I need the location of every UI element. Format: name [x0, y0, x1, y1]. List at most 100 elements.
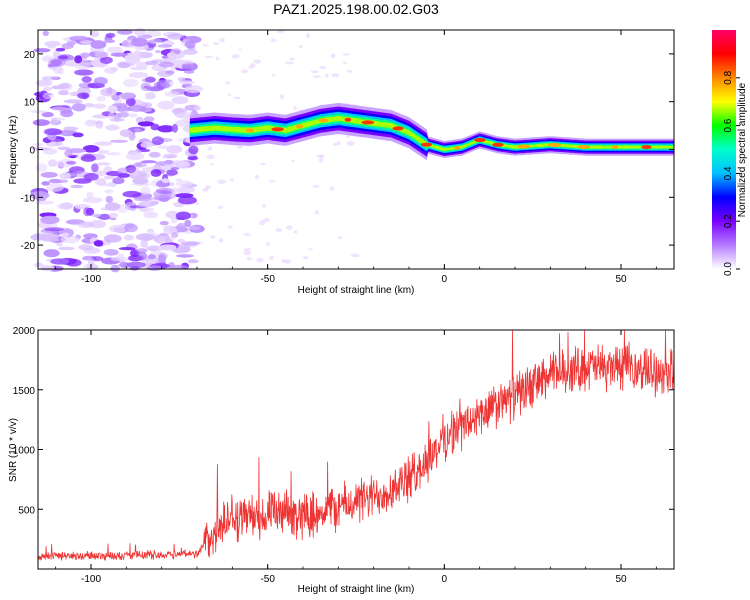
noise-blob	[110, 52, 128, 57]
noise-blob	[93, 77, 108, 85]
noise-blob	[253, 59, 262, 64]
noise-blob	[319, 66, 327, 69]
ridge-hotspot	[577, 145, 590, 149]
noise-blob	[109, 224, 129, 233]
noise-blob	[112, 177, 125, 185]
noise-blob	[57, 90, 70, 96]
snr-panel: -100 -50 0 50 500 1000 1500 2000 Height of stra…	[8, 326, 675, 595]
noise-blob	[243, 250, 252, 256]
noise-blob	[277, 29, 284, 34]
noise-blob	[86, 191, 94, 199]
ridge-hotspot	[271, 127, 284, 132]
noise-blob	[82, 145, 100, 153]
spectrogram-xtick-label: 0	[442, 274, 448, 285]
noise-blob	[184, 40, 196, 49]
noise-blob	[228, 225, 233, 229]
noise-blob	[98, 213, 111, 220]
noise-blob	[104, 189, 114, 194]
noise-blob	[262, 218, 271, 223]
noise-blob	[57, 203, 73, 210]
noise-blob	[135, 233, 155, 241]
ridge-hotspot	[453, 145, 461, 150]
noise-blob	[154, 49, 162, 54]
noise-blob	[157, 125, 175, 133]
noise-blob	[42, 238, 60, 242]
noise-blob	[165, 210, 180, 219]
noise-blob	[164, 91, 180, 97]
noise-blob	[65, 161, 77, 165]
noise-blob	[59, 172, 71, 180]
spectrogram-signal-ridge	[189, 102, 674, 161]
noise-blob	[131, 37, 149, 47]
noise-blob	[286, 225, 293, 231]
spectrogram-noise-blobs	[29, 27, 360, 273]
noise-blob	[153, 81, 171, 89]
noise-blob	[74, 55, 83, 64]
noise-blob	[47, 159, 58, 167]
noise-blob	[133, 27, 146, 37]
noise-blob	[230, 178, 234, 182]
noise-blob	[117, 173, 130, 178]
noise-blob	[133, 105, 144, 109]
noise-blob	[175, 180, 193, 188]
noise-blob	[51, 117, 66, 121]
noise-blob	[315, 154, 325, 158]
spectrogram-ytick-label: 10	[24, 98, 36, 109]
noise-blob	[140, 186, 151, 196]
noise-blob	[40, 215, 60, 225]
noise-blob	[105, 124, 120, 131]
noise-blob	[318, 157, 324, 163]
noise-blob	[133, 162, 148, 168]
noise-blob	[187, 225, 201, 231]
noise-blob	[293, 230, 298, 234]
noise-blob	[95, 120, 104, 129]
noise-blob	[44, 227, 65, 232]
ridge-hotspot	[641, 145, 652, 150]
noise-blob	[118, 111, 130, 118]
noise-blob	[347, 141, 355, 146]
snr-ytick-label: 500	[18, 505, 35, 516]
noise-blob	[158, 254, 167, 264]
spectrogram-ytick-label: 0	[29, 146, 35, 157]
noise-blob	[218, 205, 223, 210]
noise-blob	[105, 195, 114, 203]
colorbar-tick-label: 0.2	[723, 214, 734, 228]
ridge-hotspot	[295, 124, 304, 129]
noise-blob	[145, 60, 159, 66]
noise-blob	[117, 62, 131, 69]
noise-blob	[40, 171, 58, 178]
colorbar-tick-label: 0.6	[723, 118, 734, 132]
noise-blob	[103, 234, 122, 243]
noise-blob	[136, 248, 148, 253]
noise-blob	[50, 258, 70, 265]
noise-blob	[170, 167, 180, 170]
noise-blob	[332, 142, 338, 146]
noise-blob	[119, 129, 133, 138]
noise-blob	[170, 48, 182, 55]
noise-blob	[123, 78, 139, 88]
noise-blob	[227, 93, 232, 96]
noise-blob	[218, 237, 224, 243]
spectrogram-ytick-label: 20	[24, 50, 36, 61]
noise-blob	[219, 37, 225, 43]
noise-blob	[95, 178, 107, 186]
noise-blob	[112, 103, 129, 107]
noise-blob	[70, 184, 84, 189]
noise-blob	[312, 185, 320, 188]
noise-blob	[331, 73, 340, 78]
noise-blob	[238, 48, 243, 51]
noise-blob	[107, 105, 118, 114]
ridge-hotspot	[517, 144, 531, 149]
noise-blob	[258, 220, 266, 226]
spectrogram-ylabel: Frequency (Hz)	[8, 116, 19, 185]
noise-blob	[337, 236, 343, 240]
noise-blob	[133, 128, 141, 132]
noise-blob	[150, 38, 163, 44]
noise-blob	[35, 163, 47, 172]
noise-blob	[122, 40, 129, 47]
noise-blob	[157, 79, 173, 83]
noise-blob	[128, 113, 138, 118]
noise-blob	[157, 145, 169, 149]
